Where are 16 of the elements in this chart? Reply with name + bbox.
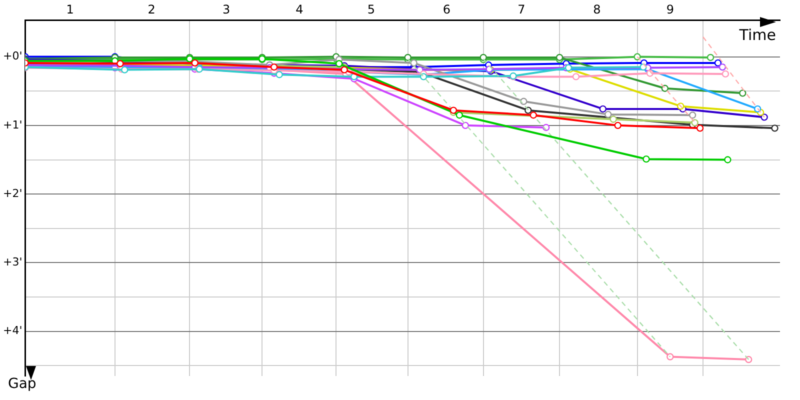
x-tick-label: 2 [148, 2, 156, 16]
x-tick-label: 4 [296, 2, 304, 16]
x-tick-label: 3 [222, 2, 230, 16]
x-tick-label: 5 [367, 2, 376, 16]
y-axis-title: Gap [8, 376, 36, 392]
y-tick-label: +3' [2, 256, 22, 269]
x-tick-label: 7 [518, 2, 526, 16]
y-tick-label: +4' [2, 324, 22, 338]
x-axis-title: Time [739, 26, 776, 44]
x-tick-label: 6 [442, 2, 451, 16]
x-tick-label: 8 [593, 2, 601, 16]
y-tick-label: +1' [2, 118, 22, 132]
x-tick-label: 1 [66, 2, 74, 16]
x-tick-label: 9 [666, 2, 674, 16]
y-tick-label: +0' [2, 50, 22, 63]
y-tick-label: +2' [2, 186, 22, 200]
